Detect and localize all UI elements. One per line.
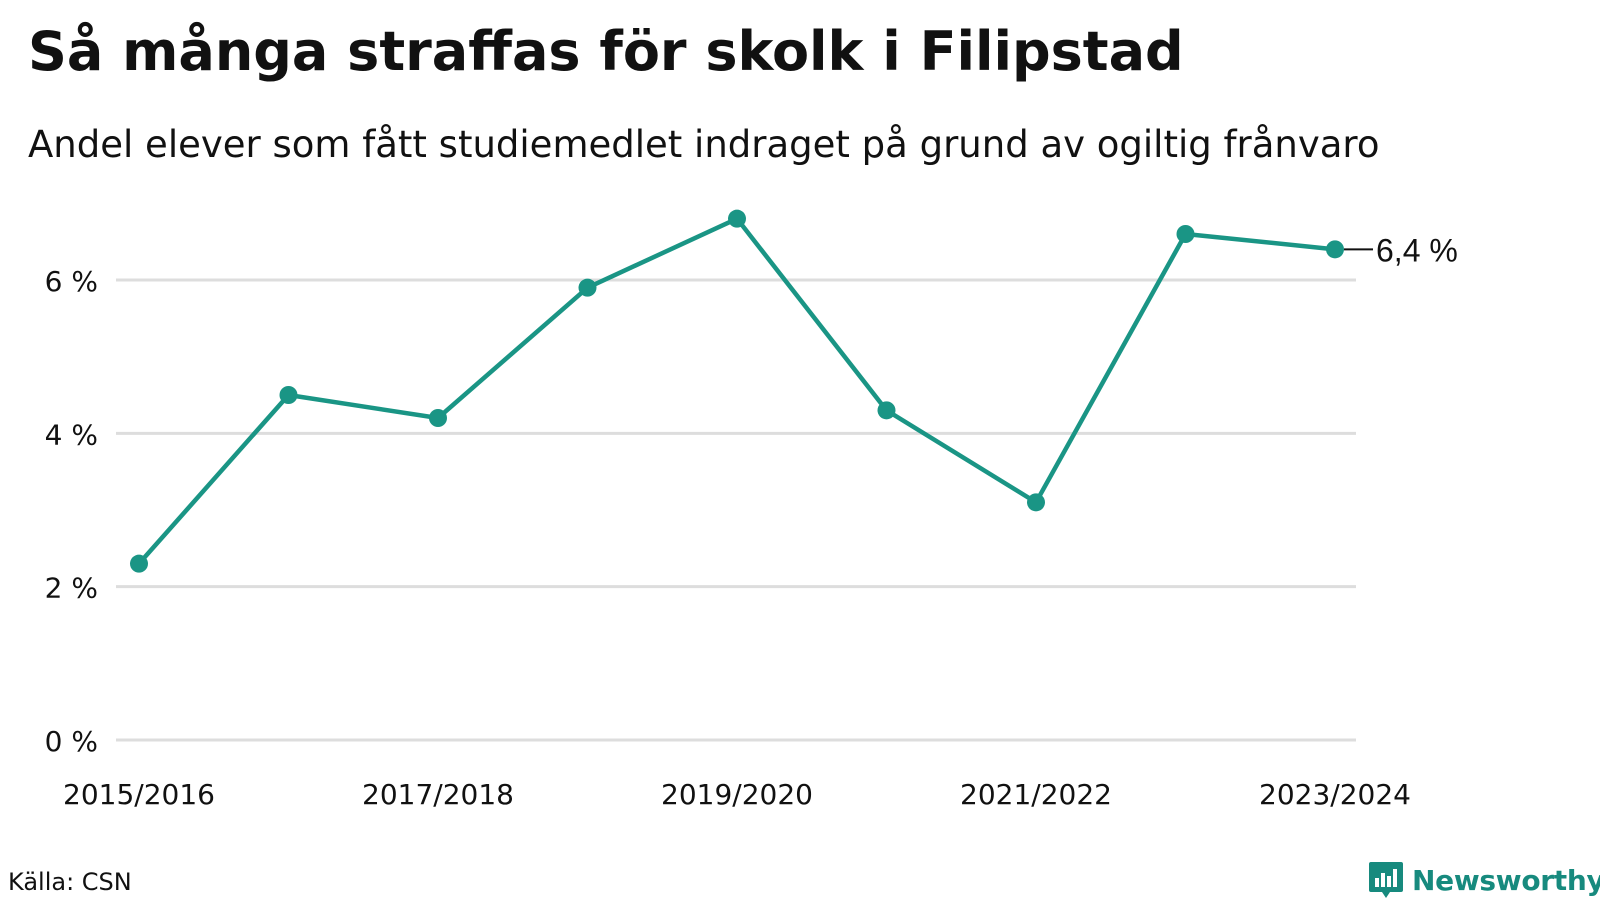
y-tick-label: 6 % <box>45 265 98 298</box>
x-tick-label: 2021/2022 <box>960 778 1112 811</box>
data-point <box>429 409 447 427</box>
data-point <box>578 278 597 297</box>
data-point <box>1326 240 1344 259</box>
chart-subtitle: Andel elever som fått studiemedlet indra… <box>28 123 1380 166</box>
x-axis-ticks: 2015/2016 2017/2018 2019/2020 2021/2022 2023… <box>63 778 1411 811</box>
y-tick-label: 4 % <box>45 418 98 451</box>
x-tick-label: 2017/2018 <box>362 778 514 811</box>
series-line <box>136 216 1338 566</box>
x-tick-label: 2019/2020 <box>661 778 813 811</box>
data-point <box>877 401 896 420</box>
data-point <box>1027 493 1045 512</box>
y-tick-label: 2 % <box>45 572 98 605</box>
source-note: Källa: CSN <box>8 868 132 896</box>
brand-logo: Newsworthy <box>1368 858 1600 902</box>
data-point <box>728 209 746 228</box>
data-point <box>130 554 148 573</box>
end-value-label: 6,4 % <box>1376 232 1458 268</box>
series <box>130 209 1344 573</box>
y-axis-ticks: 0 % 2 % 4 % 6 % <box>45 265 98 758</box>
newsworthy-logo-icon <box>1369 862 1403 898</box>
gridlines <box>116 278 1356 742</box>
chart-title: Så många straffas för skolk i Filipstad <box>28 20 1184 83</box>
x-tick-label: 2023/2024 <box>1259 778 1411 811</box>
brand-name: Newsworthy <box>1412 863 1600 897</box>
x-tick-label: 2015/2016 <box>63 778 215 811</box>
data-labels: 6,4 % <box>1344 232 1458 268</box>
y-tick-label: 0 % <box>45 725 98 758</box>
data-point <box>279 386 298 404</box>
data-point <box>1176 225 1195 243</box>
